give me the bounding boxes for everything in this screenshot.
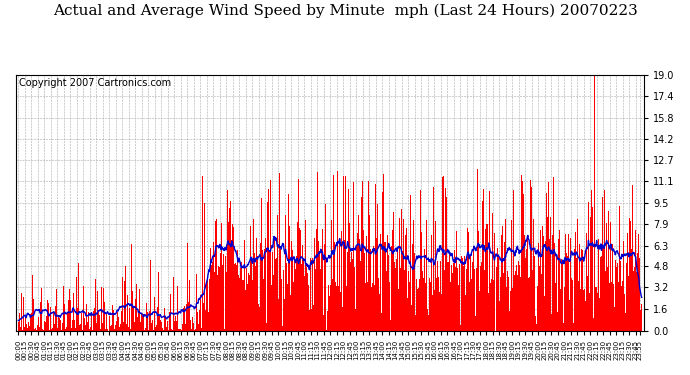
- Text: Actual and Average Wind Speed by Minute  mph (Last 24 Hours) 20070223: Actual and Average Wind Speed by Minute …: [52, 4, 638, 18]
- Text: Copyright 2007 Cartronics.com: Copyright 2007 Cartronics.com: [19, 78, 171, 88]
